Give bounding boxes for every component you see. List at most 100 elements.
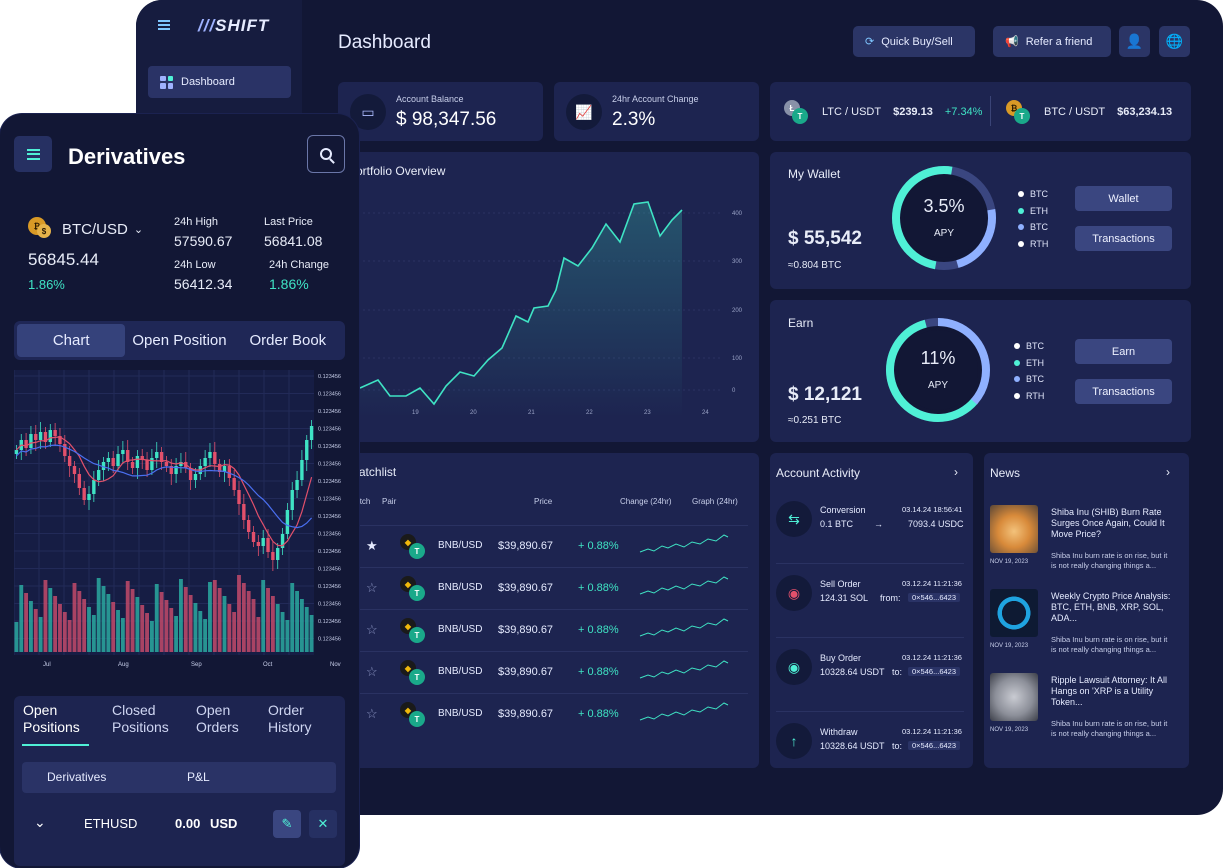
legend-label: ETH	[1030, 205, 1048, 216]
legend-label: BTC	[1030, 222, 1048, 232]
current-price: 56845.44	[28, 250, 99, 269]
profile-button[interactable]: 👤	[1119, 26, 1150, 57]
activity-separator: to:	[892, 667, 903, 677]
news-item[interactable]: NOV 19, 2023 Shiba Inu (SHIB) Burn Rate S…	[990, 505, 1180, 585]
edit-button[interactable]: ✎	[273, 810, 301, 838]
table-row[interactable]: ☆ ◆ T BNB/USD $39,890.67 + 0.88%	[338, 693, 748, 735]
tab-position-1[interactable]: Closed Positions	[112, 702, 169, 736]
candle	[96, 470, 101, 480]
candle	[121, 450, 125, 454]
volume-bar	[130, 589, 135, 652]
pair-label: BTC/USD	[62, 220, 128, 238]
tab-position-0[interactable]: Open Positions	[23, 702, 80, 736]
arrow-up-icon: ↑	[776, 723, 812, 759]
volume-bar	[246, 591, 251, 652]
wallet-transactions-button[interactable]: Transactions	[1075, 226, 1172, 251]
wallet-sub: ≈0.804 BTC	[788, 260, 842, 271]
close-button[interactable]: ✕	[309, 810, 337, 838]
table-row[interactable]: ☆ ◆ T BNB/USD $39,890.67 + 0.88%	[338, 567, 748, 609]
candle	[53, 430, 57, 436]
candle	[217, 464, 222, 472]
tab-label-line1: Closed	[112, 702, 156, 718]
price-tick-label: 0.123456	[318, 637, 341, 643]
pencil-icon: ✎	[281, 816, 293, 831]
table-row[interactable]: ☆ ◆ T BNB/USD $39,890.67 + 0.88%	[338, 651, 748, 693]
earn-value: $ 12,121	[788, 384, 862, 405]
star-icon[interactable]: ☆	[366, 622, 378, 637]
star-icon[interactable]: ☆	[366, 664, 378, 679]
sidebar-item-dashboard[interactable]: Dashboard	[148, 66, 291, 98]
star-icon[interactable]: ☆	[366, 706, 378, 721]
x-tick-label: 22	[586, 410, 593, 416]
volume-bar	[87, 607, 91, 652]
news-item[interactable]: NOV 19, 2023 Ripple Lawsuit Attorney: It …	[990, 673, 1180, 753]
news-headline: Shiba Inu (SHIB) Burn Rate Surges Once A…	[1051, 507, 1165, 539]
price-tick-label: 0.123456	[318, 479, 341, 485]
candle	[261, 538, 265, 546]
earn-button[interactable]: Earn	[1075, 339, 1172, 364]
volume-bar	[145, 613, 149, 652]
wallet-button[interactable]: Wallet	[1075, 186, 1172, 211]
activity-amount: 10328.64 USDT	[820, 741, 885, 751]
earn-transactions-button[interactable]: Transactions	[1075, 379, 1172, 404]
activity-item[interactable]: ↑ Withdraw 03.12.24 11:21:36 10328.64 USDT t…	[770, 719, 970, 785]
candle	[266, 538, 270, 552]
activity-type: Withdraw	[820, 727, 858, 737]
positions-panel: Open Positions Closed Positions Open Orders Or…	[14, 696, 345, 866]
low-value: 56412.34	[174, 276, 233, 292]
wallet-apy-label: APY	[933, 228, 954, 239]
chevron-right-icon[interactable]: ›	[1166, 465, 1170, 479]
watchlist-header: Watch Pair Price Change (24hr) Graph (24…	[348, 497, 738, 506]
tab-open-position[interactable]: Open Position	[132, 332, 227, 349]
menu-icon[interactable]	[158, 20, 170, 30]
bnb-coin-icon: ◆ T	[400, 576, 426, 602]
news-item[interactable]: NOV 19, 2023 Weekly Crypto Price Analysis…	[990, 589, 1180, 669]
refer-friend-button[interactable]: 📢 Refer a friend	[993, 26, 1111, 57]
candle	[63, 444, 67, 456]
activity-item[interactable]: ⇆ Conversion 03.14.24 18:56:41 0.1 BTC → 7093…	[770, 497, 970, 564]
legend-dot-icon	[1014, 376, 1020, 383]
activity-amount: 10328.64 USDT	[820, 667, 885, 677]
activity-item[interactable]: ◉ Buy Order 03.12.24 11:21:36 10328.64 USDT…	[770, 645, 970, 712]
x-tick-label: Aug	[118, 662, 129, 668]
activity-date: 03.12.24 11:21:36	[902, 653, 962, 662]
volume-bar	[58, 604, 62, 652]
tab-label-line1: Order	[268, 702, 304, 718]
expand-chevron-icon[interactable]: ⌄	[34, 814, 46, 830]
col-derivatives: Derivatives	[47, 770, 107, 784]
sparkline	[639, 576, 729, 595]
language-button[interactable]: 🌐	[1159, 26, 1190, 57]
candle	[145, 460, 149, 470]
tab-chart[interactable]: Chart	[17, 324, 126, 357]
change-label: 24h Change	[269, 259, 329, 271]
candle	[130, 462, 135, 468]
search-button[interactable]	[307, 135, 345, 173]
pair-selector[interactable]: ₿ $ BTC/USD ⌄	[28, 217, 143, 241]
news-snippet: Shiba Inu burn rate is on rise, but it i…	[1051, 635, 1168, 654]
star-icon[interactable]: ★	[366, 538, 378, 553]
chevron-right-icon[interactable]: ›	[954, 465, 958, 479]
tab-position-2[interactable]: Open Orders	[196, 702, 239, 736]
price-tick-label: 0.123456	[318, 514, 341, 520]
volume-bar	[77, 591, 82, 652]
quick-buy-sell-button[interactable]: ⟳ Quick Buy/Sell	[853, 26, 975, 57]
table-row[interactable]: ☆ ◆ T BNB/USD $39,890.67 + 0.88%	[338, 609, 748, 651]
menu-button[interactable]	[14, 136, 52, 172]
table-row[interactable]: ★ ◆ T BNB/USD $39,890.67 + 0.88%	[338, 525, 748, 567]
dashboard-icon	[160, 75, 173, 89]
candle	[126, 450, 130, 462]
volume-bar	[222, 596, 227, 652]
tab-position-3[interactable]: Order History	[268, 702, 312, 736]
star-icon[interactable]: ☆	[366, 580, 378, 595]
tab-order-book[interactable]: Order Book	[249, 332, 327, 349]
x-tick-label: 19	[412, 410, 419, 416]
volume-bar	[116, 610, 120, 652]
activity-item[interactable]: ◉ Sell Order 03.12.24 11:21:36 124.31 SOL fr…	[770, 571, 970, 638]
news-thumbnail	[990, 589, 1038, 637]
legend-dot-icon	[1014, 343, 1020, 350]
volume-bar	[309, 615, 314, 652]
news-title: News	[990, 466, 1021, 480]
candle	[242, 504, 246, 520]
activity-date: 03.12.24 11:21:36	[902, 727, 962, 736]
